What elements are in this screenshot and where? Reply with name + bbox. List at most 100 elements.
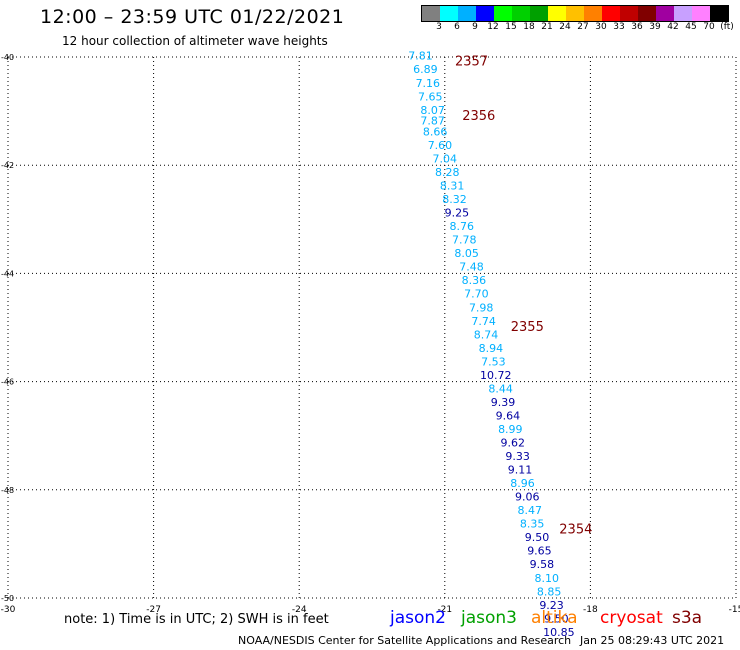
wave-height-label: 8.47 <box>517 504 542 517</box>
wave-height-label: 8.31 <box>440 180 465 193</box>
wave-height-label: 9.50 <box>544 612 569 625</box>
wave-height-label: 9.23 <box>539 599 564 612</box>
footer-credit: NOAA/NESDIS Center for Satellite Applica… <box>238 634 572 647</box>
wave-height-label: 9.65 <box>527 545 552 558</box>
colorbar-swatch <box>656 6 674 21</box>
wave-height-label: 9.62 <box>500 437 525 450</box>
wave-height-label: 7.70 <box>464 288 489 301</box>
lon-tick-label: -15 <box>729 605 740 615</box>
satellite-legend-item: cryosat <box>600 608 663 628</box>
colorbar-swatch <box>530 6 548 21</box>
colorbar-swatch <box>440 6 458 21</box>
colorbar-swatch <box>584 6 602 21</box>
wave-height-label: 9.39 <box>491 396 516 409</box>
colorbar-label: 33 <box>613 22 625 32</box>
wave-height-label: 10.72 <box>480 369 512 382</box>
colorbar-swatch <box>476 6 494 21</box>
lat-tick-label: -44 <box>1 269 14 278</box>
wave-height-label: 7.81 <box>408 50 433 63</box>
colorbar-label: 70 <box>703 22 715 32</box>
colorbar-swatch <box>566 6 584 21</box>
colorbar-swatch <box>602 6 620 21</box>
pass-number-label: 2357 <box>455 55 488 70</box>
colorbar-swatch <box>494 6 512 21</box>
lat-tick-label: -48 <box>1 486 14 495</box>
lat-tick-label: -42 <box>1 161 14 170</box>
colorbar-label: 21 <box>541 22 553 32</box>
lon-tick-label: -24 <box>292 605 307 615</box>
wave-height-label: 8.07 <box>420 104 445 117</box>
lon-tick-label: -27 <box>146 605 161 615</box>
lon-tick-label: -18 <box>583 605 598 615</box>
lon-tick-label: -30 <box>1 605 16 615</box>
colorbar-label: 39 <box>649 22 661 32</box>
colorbar-label: 45 <box>685 22 697 32</box>
wave-height-label: 7.65 <box>418 90 443 103</box>
wave-height-label: 9.64 <box>496 409 521 422</box>
wave-height-label: 7.04 <box>433 152 458 165</box>
map-title: 12:00 – 23:59 UTC 01/22/2021 <box>40 6 345 28</box>
wave-height-label: 8.74 <box>474 328 499 341</box>
wave-height-label: 8.94 <box>479 342 504 355</box>
wave-height-colorbar <box>421 5 729 22</box>
satellite-legend-item: s3a <box>672 608 703 628</box>
pass-number-label: 2354 <box>559 523 592 538</box>
lon-tick-label: -21 <box>437 605 452 615</box>
wave-height-label: 8.05 <box>454 247 479 260</box>
satellite-legend-item: altika <box>531 608 578 628</box>
wave-height-label: 9.33 <box>505 450 530 463</box>
wave-height-label: 9.25 <box>445 207 470 220</box>
wave-height-label: 8.96 <box>510 477 535 490</box>
wave-height-label: 8.28 <box>435 166 460 179</box>
wave-height-label: 7.74 <box>471 315 496 328</box>
pass-number-label: 2356 <box>462 109 495 124</box>
colorbar-swatch <box>692 6 710 21</box>
colorbar-label: 30 <box>595 22 607 32</box>
colorbar-label: 15 <box>505 22 517 32</box>
wave-height-label: 8.10 <box>534 572 559 585</box>
colorbar-label: 42 <box>667 22 679 32</box>
colorbar-label: 12 <box>487 22 499 32</box>
wave-height-label: 8.44 <box>488 382 513 395</box>
wave-height-label: 8.76 <box>450 220 475 233</box>
wave-height-label: 9.06 <box>515 491 540 504</box>
colorbar-label: 18 <box>523 22 535 32</box>
wave-height-label: 7.48 <box>459 261 484 274</box>
wave-height-label: 8.66 <box>423 125 448 138</box>
colorbar-label: 9 <box>472 22 478 32</box>
wave-height-label: 6.89 <box>413 63 438 76</box>
wave-height-label: 7.60 <box>428 139 453 152</box>
colorbar-label: 24 <box>559 22 571 32</box>
colorbar-swatch <box>512 6 530 21</box>
wave-height-label: 9.11 <box>508 464 533 477</box>
wave-height-label: 7.98 <box>469 301 494 314</box>
colorbar-label: 6 <box>454 22 460 32</box>
wave-height-label: 10.85 <box>543 626 575 639</box>
colorbar-swatch <box>710 6 728 21</box>
wave-height-label: 8.35 <box>520 518 545 531</box>
wave-height-label: 8.32 <box>442 193 467 206</box>
colorbar-swatch <box>674 6 692 21</box>
satellite-legend-item: jason2 <box>390 608 446 628</box>
colorbar-swatch <box>638 6 656 21</box>
lat-tick-label: -40 <box>1 53 14 62</box>
colorbar-label: (ft) <box>720 22 734 32</box>
colorbar-label: 3 <box>436 22 442 32</box>
lat-tick-label: -46 <box>1 378 14 387</box>
wave-height-label: 7.53 <box>481 355 506 368</box>
map-subtitle: 12 hour collection of altimeter wave hei… <box>62 34 328 48</box>
colorbar-label: 36 <box>631 22 643 32</box>
wave-height-label: 7.78 <box>452 234 477 247</box>
pass-number-label: 2355 <box>511 320 544 335</box>
wave-height-label: 7.16 <box>416 77 441 90</box>
wave-height-label: 8.36 <box>462 274 487 287</box>
wave-height-label: 8.99 <box>498 423 523 436</box>
colorbar-swatch <box>620 6 638 21</box>
colorbar-swatch <box>548 6 566 21</box>
wave-height-label: 9.58 <box>530 558 555 571</box>
units-note: note: 1) Time is in UTC; 2) SWH is in fe… <box>64 612 329 627</box>
colorbar-label: 27 <box>577 22 589 32</box>
lat-tick-label: -50 <box>1 594 14 603</box>
colorbar-swatch <box>422 6 440 21</box>
